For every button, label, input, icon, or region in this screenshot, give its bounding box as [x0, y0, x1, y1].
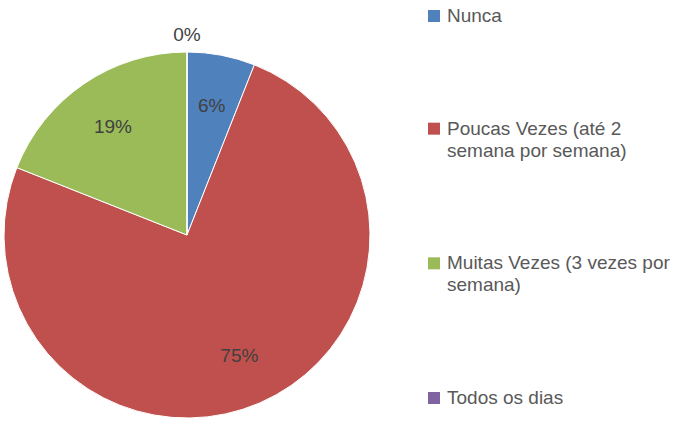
legend-swatch	[428, 257, 440, 269]
pie	[4, 52, 370, 418]
legend-label: Nunca	[447, 5, 502, 26]
chart: 6% 75% 19% 0% Nunca Poucas Vezes (até 2semana…	[0, 0, 696, 432]
data-label: 75%	[220, 345, 258, 366]
legend-label: Poucas Vezes (até 2semana por semana)	[447, 118, 627, 161]
data-label: 0%	[173, 24, 201, 45]
legend-swatch	[428, 392, 440, 404]
pie-slice	[187, 52, 188, 235]
data-label: 19%	[94, 116, 132, 137]
legend: Nunca Poucas Vezes (até 2semana por seman…	[428, 5, 670, 408]
legend-swatch	[428, 10, 440, 22]
data-label: 6%	[198, 95, 226, 116]
legend-label: Todos os dias	[447, 387, 563, 408]
data-labels: 6% 75% 19% 0%	[94, 24, 259, 367]
legend-swatch	[428, 123, 440, 135]
legend-label: Muitas Vezes (3 vezes porsemana)	[447, 252, 670, 295]
pie-slice	[17, 52, 187, 235]
